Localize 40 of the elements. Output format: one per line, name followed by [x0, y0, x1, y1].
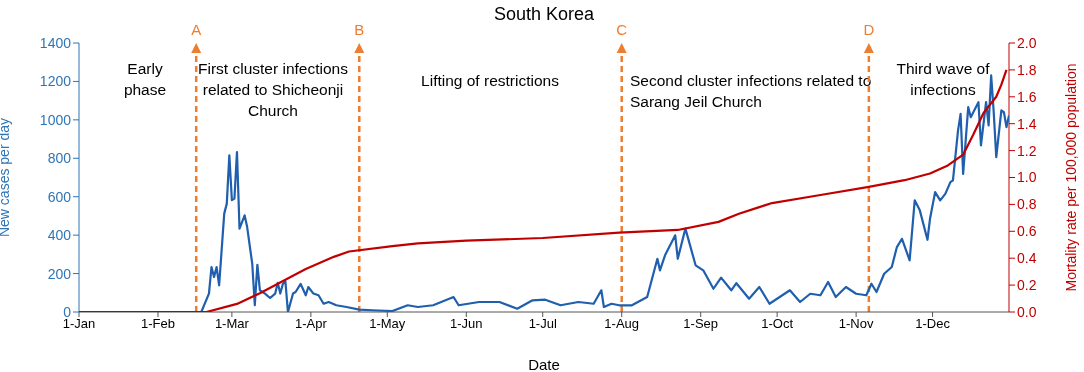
y2-tick-label: 0.4 [1017, 250, 1037, 267]
y2-tick-label: 0.0 [1017, 303, 1037, 320]
y2-tick-label: 2.0 [1017, 34, 1037, 51]
y2-tick-label: 1.0 [1017, 169, 1037, 186]
x-tick-label: 1-Jun [450, 316, 483, 332]
y2-tick-label: 1.4 [1017, 115, 1037, 132]
x-tick-label: 1-May [369, 316, 406, 332]
x-tick-label: 1-Mar [214, 316, 250, 332]
ref-line-label: D [863, 21, 875, 38]
x-tick-label: 1-Aug [604, 316, 640, 332]
y2-axis-title: Mortality rate per 100,000 population [1062, 63, 1079, 292]
y-tick-label: 1200 [39, 73, 72, 90]
y2-tick-label: 1.2 [1017, 142, 1037, 159]
x-tick-label: 1-Apr [294, 316, 328, 332]
x-tick-label: 1-Jul [528, 316, 557, 332]
x-axis-title: Date [528, 356, 560, 372]
x-tick-label: 1-Nov [838, 316, 874, 332]
chart-title: South Korea [493, 4, 595, 24]
ref-line-label: A [191, 21, 202, 38]
annotation: Lifting of restrictions [420, 71, 560, 91]
y-tick-label: 800 [47, 150, 72, 167]
y-tick-label: 1000 [39, 111, 72, 128]
ref-line-label: C [616, 21, 628, 38]
y2-tick-label: 1.8 [1017, 61, 1037, 78]
annotation: Third wave of infections [895, 59, 991, 100]
x-tick-label: 1-Feb [141, 316, 175, 332]
y-tick-label: 600 [47, 188, 72, 205]
ref-line-label: B [354, 21, 365, 38]
y-tick-label: 200 [47, 265, 72, 282]
y2-tick-label: 1.6 [1017, 88, 1037, 105]
y2-tick-label: 0.8 [1017, 196, 1037, 213]
x-tick-label: 1-Dec [915, 316, 951, 332]
annotation: First cluster infections related to Shicheonji Church [197, 59, 349, 121]
y-tick-label: 400 [47, 227, 72, 244]
y2-tick-label: 0.6 [1017, 223, 1037, 240]
y-tick-label: 1400 [39, 34, 72, 51]
y2-tick-label: 0.2 [1017, 277, 1037, 294]
x-tick-label: 1-Oct [761, 316, 794, 332]
x-tick-label: 1-Sep [683, 316, 719, 332]
annotation: Early phase [122, 59, 168, 100]
